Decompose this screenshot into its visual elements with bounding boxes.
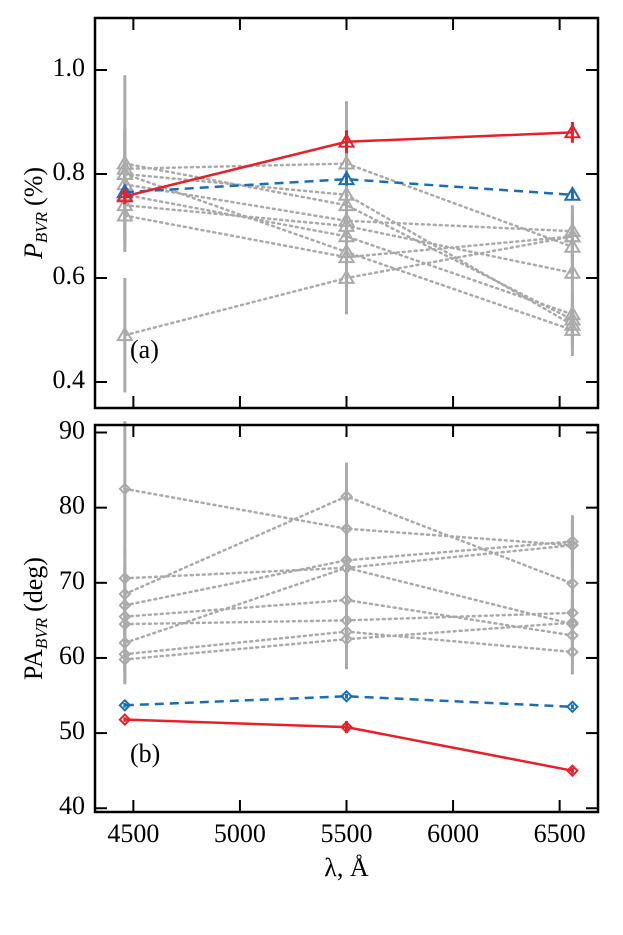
marker bbox=[563, 321, 582, 336]
marker bbox=[340, 720, 353, 734]
marker bbox=[563, 263, 582, 279]
marker bbox=[118, 713, 132, 726]
x-tick-label: 5000 bbox=[214, 819, 266, 848]
series-line bbox=[123, 193, 574, 316]
marker bbox=[116, 187, 134, 203]
marker bbox=[340, 489, 353, 503]
marker bbox=[340, 632, 353, 646]
y-tick-label: 40 bbox=[59, 791, 85, 820]
y-tick-label: 70 bbox=[59, 566, 85, 595]
series-line bbox=[123, 487, 574, 547]
y-tick-label: 50 bbox=[59, 716, 85, 745]
plot-frame bbox=[93, 423, 600, 814]
plot-frame bbox=[93, 16, 600, 410]
y-axis-title-sub: BVR bbox=[32, 211, 51, 243]
marker bbox=[563, 185, 582, 201]
marker bbox=[340, 689, 353, 703]
marker bbox=[340, 561, 353, 575]
x-tick-label: 6000 bbox=[427, 819, 479, 848]
x-tick-label: 6500 bbox=[534, 819, 586, 848]
marker bbox=[563, 227, 582, 243]
y-tick-label: 90 bbox=[59, 415, 85, 444]
marker bbox=[116, 326, 134, 342]
y-axis-title-unit: (deg) bbox=[19, 557, 48, 612]
marker bbox=[118, 698, 132, 712]
marker bbox=[337, 170, 356, 186]
marker bbox=[116, 165, 134, 180]
marker bbox=[118, 653, 132, 666]
y-axis-title: PABVR (deg) bbox=[19, 557, 51, 680]
marker bbox=[566, 764, 579, 778]
marker bbox=[566, 700, 579, 714]
marker bbox=[566, 577, 579, 590]
series-line bbox=[123, 540, 574, 607]
marker bbox=[566, 538, 579, 552]
marker bbox=[566, 645, 579, 659]
y-tick-label: 0.6 bbox=[53, 261, 86, 290]
panel-label: (a) bbox=[130, 335, 159, 364]
panel-label: (b) bbox=[130, 739, 160, 768]
y-tick-label: 60 bbox=[59, 641, 85, 670]
y-axis-title-sub: BVR bbox=[32, 617, 51, 649]
marker bbox=[563, 123, 582, 139]
marker bbox=[566, 616, 579, 630]
y-tick-label: 80 bbox=[59, 491, 85, 520]
marker bbox=[337, 132, 356, 148]
y-axis-title: PBVR (%) bbox=[19, 167, 51, 260]
marker bbox=[337, 243, 356, 258]
x-tick-label: 4500 bbox=[107, 819, 159, 848]
series-line bbox=[123, 172, 574, 332]
series-line bbox=[123, 214, 574, 259]
series-line bbox=[124, 718, 573, 772]
series-line bbox=[123, 495, 574, 596]
y-axis-title-unit: (%) bbox=[19, 167, 48, 206]
x-tick-label: 5500 bbox=[321, 819, 373, 848]
x-axis-title: λ, Å bbox=[324, 853, 369, 882]
marker bbox=[116, 206, 134, 222]
y-tick-label: 0.4 bbox=[53, 365, 86, 394]
y-axis-title-main: PA bbox=[19, 649, 48, 680]
y-axis-title-main: P bbox=[19, 243, 48, 260]
marker bbox=[118, 482, 132, 496]
y-tick-label: 1.0 bbox=[53, 53, 86, 82]
y-tick-label: 0.8 bbox=[53, 157, 86, 186]
